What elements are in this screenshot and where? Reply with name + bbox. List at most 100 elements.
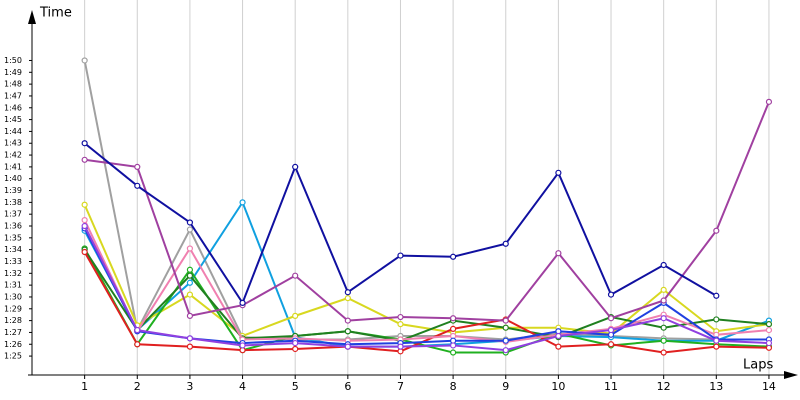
data-point (397, 313, 404, 321)
y-tick-label: 1:41 (4, 162, 22, 171)
x-tick-label: 8 (450, 380, 457, 393)
x-tick-label: 11 (604, 380, 618, 393)
y-tick-label: 1:29 (4, 304, 22, 313)
x-tick-label: 4 (239, 380, 246, 393)
data-point (186, 226, 194, 233)
data-point (134, 163, 141, 170)
data-point (134, 341, 141, 348)
data-point (713, 316, 720, 323)
y-tick-label: 1:44 (4, 127, 22, 136)
y-tick-label: 1:38 (4, 198, 22, 207)
data-point (450, 342, 457, 349)
y-tick-label: 1:50 (4, 56, 22, 65)
x-tick-label: 14 (762, 380, 776, 393)
y-tick-label: 1:47 (4, 91, 22, 100)
data-point (81, 201, 88, 208)
data-point (81, 248, 88, 256)
data-point (660, 297, 667, 304)
series-line (83, 249, 770, 342)
y-tick-label: 1:32 (4, 269, 22, 278)
data-point (81, 222, 88, 230)
series-line (83, 219, 770, 343)
data-point (186, 312, 194, 319)
y-tick-label: 1:39 (4, 186, 22, 195)
x-tick-label: 13 (709, 380, 723, 393)
data-point (555, 169, 562, 176)
data-point (186, 245, 194, 252)
series-line (83, 60, 769, 341)
data-point (450, 253, 457, 260)
y-axis-label: Time (39, 6, 72, 21)
data-point (765, 321, 773, 328)
data-point (292, 345, 299, 353)
data-point (186, 343, 194, 350)
x-axis-arrow (784, 371, 798, 379)
data-point (292, 163, 299, 170)
data-point (239, 199, 246, 206)
y-axis-arrow (28, 10, 36, 24)
y-tick-label: 1:35 (4, 233, 22, 242)
y-tick-label: 1:34 (4, 245, 22, 254)
data-point (186, 266, 194, 273)
x-tick-label: 5 (292, 380, 299, 393)
x-axis-label: Laps (743, 358, 773, 373)
data-point (292, 312, 299, 319)
data-point (713, 337, 720, 344)
data-point (765, 326, 773, 334)
data-point (660, 324, 667, 331)
data-point (555, 250, 562, 257)
x-tick-label: 7 (397, 380, 404, 393)
series-line (84, 101, 770, 322)
y-tick-label: 1:30 (4, 292, 22, 301)
data-point (397, 252, 404, 259)
data-point (239, 299, 246, 306)
data-point (765, 98, 773, 105)
data-point (450, 349, 457, 356)
x-tick-label: 6 (344, 380, 351, 393)
series-line (83, 204, 770, 338)
data-point (450, 325, 457, 332)
y-tick-label: 1:46 (4, 103, 22, 112)
data-point (713, 227, 720, 234)
data-point (555, 332, 562, 340)
data-point (344, 328, 351, 335)
x-tick-label: 9 (502, 380, 509, 393)
y-tick-label: 1:43 (4, 139, 22, 148)
x-tick-label: 2 (134, 380, 141, 393)
x-tick-label: 12 (657, 380, 671, 393)
x-tick-label: 10 (551, 380, 565, 393)
y-tick-label: 1:26 (4, 340, 22, 349)
data-point (660, 315, 667, 322)
y-tick-label: 1:28 (4, 316, 22, 325)
x-tick-label: 1 (81, 380, 88, 393)
data-point (713, 292, 720, 299)
data-point (555, 343, 562, 350)
data-point (292, 272, 299, 279)
series-line (83, 225, 769, 352)
y-tick-label: 1:31 (4, 281, 22, 290)
data-point (81, 140, 88, 147)
data-point (344, 343, 351, 350)
data-point (660, 337, 667, 344)
data-point (450, 315, 457, 322)
data-point (607, 326, 615, 334)
y-tick-label: 1:36 (4, 222, 22, 231)
y-tick-label: 1:42 (4, 151, 22, 160)
data-point (765, 339, 773, 347)
data-point (239, 342, 246, 349)
data-point (607, 341, 615, 348)
series-line (83, 251, 769, 354)
y-tick-label: 1:49 (4, 68, 22, 77)
data-point (344, 289, 351, 296)
data-point (134, 182, 141, 189)
data-point (186, 219, 194, 226)
data-point (397, 343, 404, 350)
data-point (502, 347, 509, 354)
data-point (502, 240, 509, 247)
y-tick-label: 1:25 (4, 352, 22, 361)
data-point (186, 291, 194, 298)
y-tick-label: 1:48 (4, 80, 22, 89)
y-tick-label: 1:37 (4, 210, 22, 219)
data-point (502, 317, 509, 324)
